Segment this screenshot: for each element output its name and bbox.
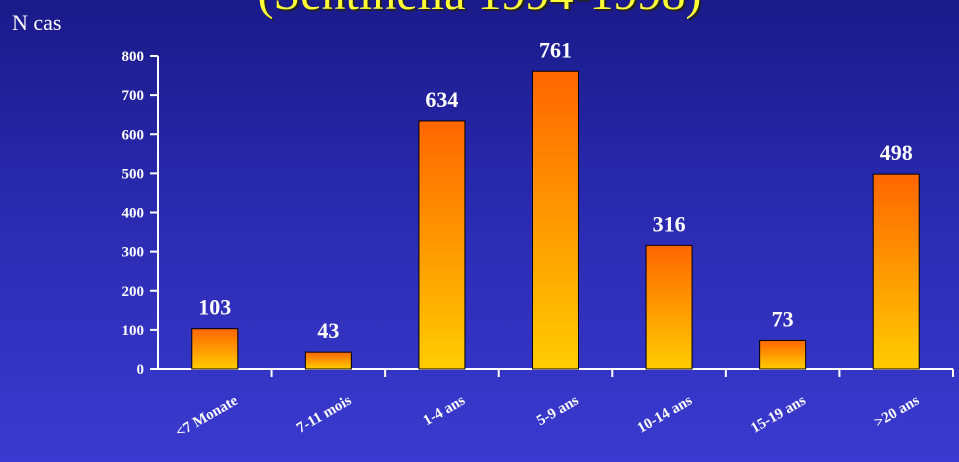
bars: [191, 70, 920, 370]
bar: [645, 244, 693, 370]
x-axis: <7 Monate 7-11 mois 1-4 ans 5-9 ans 10-14 an…: [158, 368, 954, 441]
x-category-label: >20 ans: [872, 393, 923, 431]
y-tick-label: 200: [122, 284, 145, 300]
x-category-label: 10-14 ans: [635, 393, 695, 437]
x-category-label: 5-9 ans: [534, 393, 581, 430]
bar: [532, 70, 579, 370]
y-tick-label: 600: [122, 127, 145, 143]
y-tick-label: 700: [122, 88, 145, 104]
bar: [759, 339, 807, 370]
y-tick-label: 0: [137, 362, 145, 378]
y-tick-label: 300: [122, 245, 145, 261]
y-axis-label: N cas: [12, 10, 62, 35]
bar-value-label: 761: [539, 37, 572, 62]
bar: [191, 328, 239, 370]
y-tick-label: 800: [122, 49, 145, 65]
bar-value-label: 316: [653, 211, 686, 236]
bar: [872, 173, 920, 370]
x-category-label: 7-11 mois: [294, 393, 354, 437]
bar: [418, 120, 466, 370]
x-category-label: 15-19 ans: [748, 393, 808, 437]
bar-value-label: 498: [880, 140, 913, 165]
chart-title: (Sentinella 1994-1998): [0, 0, 959, 21]
bar-value-label: 43: [317, 318, 339, 343]
y-tick-label: 100: [122, 323, 145, 339]
bar: [304, 351, 352, 370]
bar-value-label: 73: [772, 306, 794, 331]
bar-value-label: 634: [425, 87, 458, 112]
data-labels: 103 43 634 761 316 73 498: [198, 37, 912, 343]
bar-value-label: 103: [198, 295, 231, 320]
x-category-label: <7 Monate: [173, 392, 241, 441]
x-category-label: 1-4 ans: [421, 393, 468, 430]
y-axis: 0 100 200 300 400 500 600 700 800: [122, 49, 159, 378]
y-tick-label: 500: [122, 166, 145, 182]
y-tick-label: 400: [122, 206, 145, 222]
